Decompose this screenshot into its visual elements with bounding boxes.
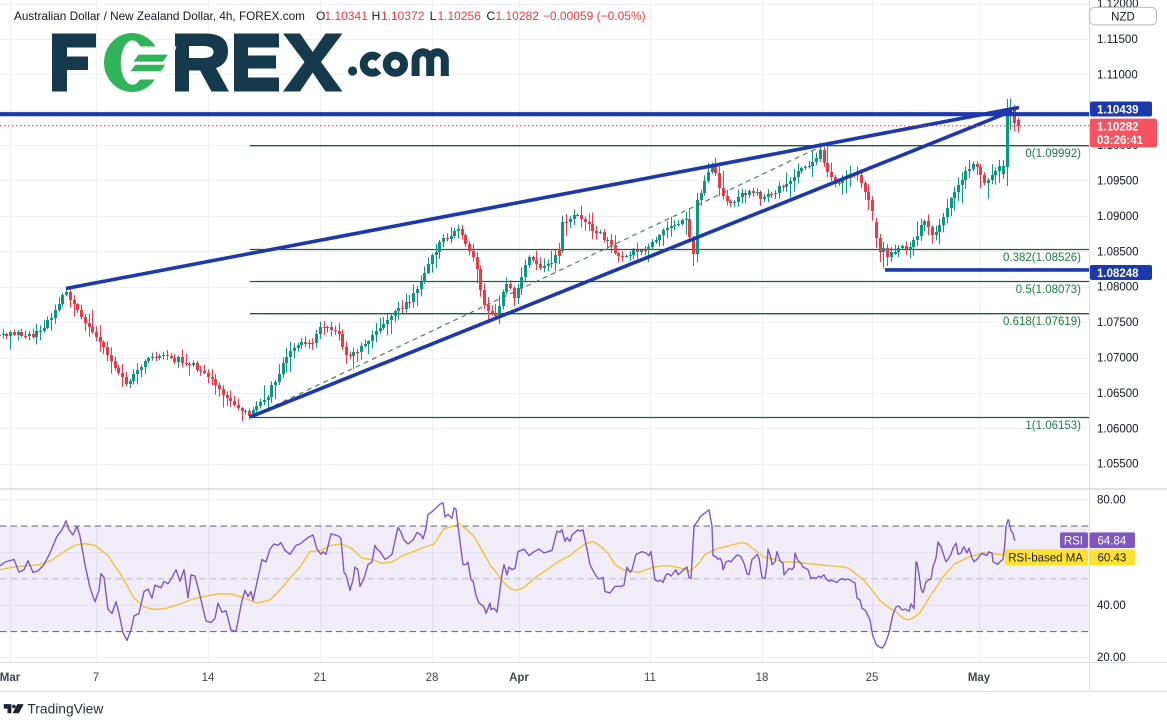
- svg-text:20.00: 20.00: [1097, 652, 1126, 664]
- svg-text:28: 28: [426, 672, 439, 684]
- svg-text:1.10372: 1.10372: [381, 9, 425, 23]
- svg-text:RSI-based MA: RSI-based MA: [1008, 553, 1083, 565]
- svg-text:1.08500: 1.08500: [1097, 246, 1139, 258]
- svg-text:Apr: Apr: [509, 672, 529, 684]
- svg-text:TradingView: TradingView: [27, 701, 103, 716]
- svg-text:1.10282: 1.10282: [1097, 121, 1139, 133]
- svg-text:1.09000: 1.09000: [1097, 211, 1139, 223]
- svg-text:1.09500: 1.09500: [1097, 176, 1139, 188]
- svg-text:1.11500: 1.11500: [1097, 34, 1138, 46]
- svg-text:1.06500: 1.06500: [1097, 388, 1139, 400]
- svg-text:0(1.09992): 0(1.09992): [1025, 148, 1081, 160]
- svg-text:21: 21: [314, 672, 327, 684]
- svg-text:−0.00059 (−0.05%): −0.00059 (−0.05%): [543, 9, 646, 23]
- svg-text:03:26:41: 03:26:41: [1097, 135, 1144, 147]
- svg-text:1.08000: 1.08000: [1097, 282, 1139, 294]
- svg-text:1.10439: 1.10439: [1097, 104, 1139, 116]
- svg-text:80.00: 80.00: [1097, 495, 1126, 507]
- svg-text:Australian Dollar / New Zealan: Australian Dollar / New Zealand Dollar, …: [14, 9, 305, 23]
- svg-text:1.06000: 1.06000: [1097, 423, 1139, 435]
- svg-text:25: 25: [866, 672, 879, 684]
- svg-text:1.07000: 1.07000: [1097, 353, 1139, 365]
- svg-text:NZD: NZD: [1111, 12, 1135, 24]
- svg-text:1.10282: 1.10282: [496, 9, 540, 23]
- svg-text:64.84: 64.84: [1098, 536, 1127, 548]
- svg-text:14: 14: [202, 672, 215, 684]
- svg-text:1.07500: 1.07500: [1097, 317, 1139, 329]
- svg-text:H: H: [372, 9, 381, 23]
- svg-text:May: May: [968, 672, 991, 684]
- svg-text:RSI: RSI: [1064, 536, 1083, 548]
- svg-text:1.10341: 1.10341: [325, 9, 369, 23]
- svg-text:1.08248: 1.08248: [1097, 268, 1139, 280]
- svg-text:0.382(1.08526): 0.382(1.08526): [1003, 252, 1081, 264]
- svg-text:0.618(1.07619): 0.618(1.07619): [1003, 316, 1081, 328]
- svg-text:18: 18: [756, 672, 769, 684]
- svg-text:40.00: 40.00: [1097, 600, 1126, 612]
- svg-text:C: C: [487, 9, 496, 23]
- svg-text:0.5(1.08073): 0.5(1.08073): [1016, 284, 1081, 296]
- svg-text:1.12000: 1.12000: [1097, 0, 1139, 11]
- svg-text:1.10256: 1.10256: [438, 9, 482, 23]
- svg-text:O: O: [316, 9, 325, 23]
- svg-text:1.11000: 1.11000: [1097, 69, 1138, 81]
- svg-text:60.43: 60.43: [1098, 553, 1127, 565]
- svg-text:L: L: [430, 9, 437, 23]
- svg-text:11: 11: [644, 672, 656, 684]
- svg-text:1.05500: 1.05500: [1097, 459, 1139, 471]
- svg-text:Mar: Mar: [0, 672, 21, 684]
- svg-text:1(1.06153): 1(1.06153): [1025, 420, 1081, 432]
- svg-text:7: 7: [93, 672, 99, 684]
